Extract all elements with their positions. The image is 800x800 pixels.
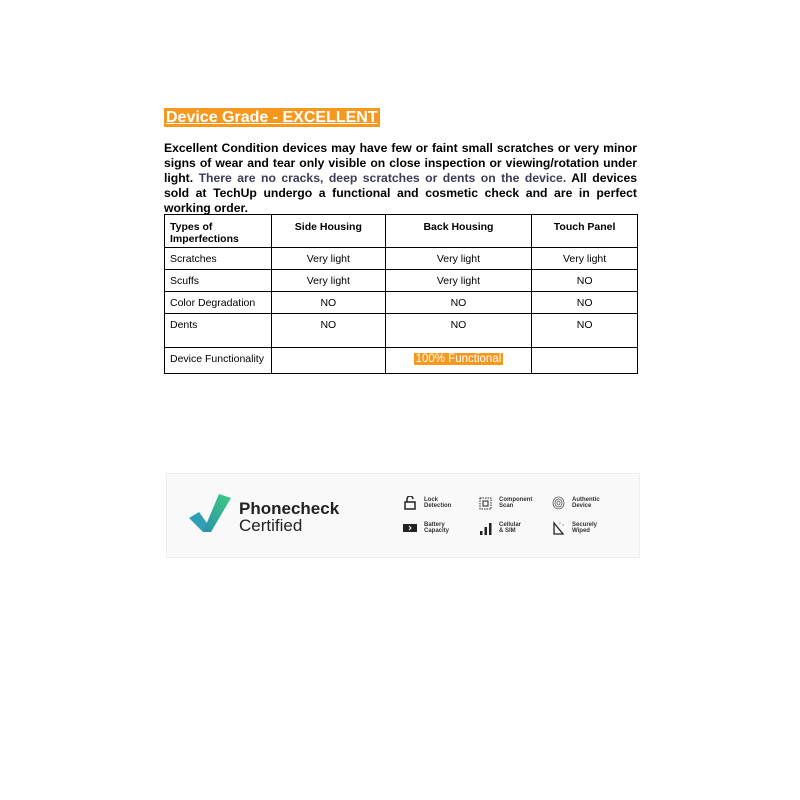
page-title: Device Grade - EXCELLENT (164, 108, 380, 127)
feature-label: Lock (424, 496, 439, 503)
cell: Very light (531, 247, 638, 270)
cell: Color Degradation (164, 291, 272, 314)
cell: Very light (271, 247, 386, 270)
wipe-icon (551, 521, 565, 535)
feature-component: Component Scan (478, 496, 532, 510)
imperfections-table: Types of Imperfections Side Housing Back… (164, 214, 638, 374)
cell: NO (384, 313, 533, 348)
signal-icon (478, 521, 492, 535)
cell: Very light (271, 269, 386, 292)
cell: Device Functionality (164, 347, 272, 374)
cell: Dents (164, 313, 272, 348)
feature-label: Component (499, 496, 533, 503)
cell: Scuffs (164, 269, 272, 292)
fingerprint-icon (551, 496, 565, 510)
cell: NO (271, 313, 386, 348)
phonecheck-banner: Phonecheck Certified Lock Detection Compon… (166, 473, 640, 558)
header-cell: Touch Panel (531, 214, 638, 248)
grade-description: Excellent Condition devices may have few… (164, 141, 637, 216)
brand-name: Phonecheck Certified (239, 500, 339, 534)
cell: NO (271, 291, 386, 314)
feature-label: Battery (424, 521, 445, 528)
table-row: Scuffs Very light Very light NO (164, 269, 638, 292)
brand-line1: Phonecheck (239, 499, 340, 518)
feature-battery: Battery Capacity (403, 521, 449, 535)
cell: NO (531, 291, 638, 314)
feature-label: Wiped (572, 528, 590, 534)
feature-label: Authentic (572, 496, 600, 503)
feature-label: Securely (572, 521, 598, 528)
cell (531, 347, 638, 374)
feature-authentic: Authentic Device (551, 496, 600, 510)
description-part3: All devices sold at TechUp undergo a fun… (164, 171, 637, 215)
phonecheck-logo-icon (189, 494, 231, 532)
feature-wiped: Securely Wiped (551, 521, 597, 535)
cell: NO (384, 291, 533, 314)
chip-icon (478, 496, 492, 510)
table-row: Color Degradation NO NO NO (164, 291, 638, 314)
feature-label: & SIM (499, 528, 516, 534)
cell: NO (531, 269, 638, 292)
functionality-row: Device Functionality 100% Functional (164, 347, 638, 374)
battery-icon (403, 521, 417, 535)
brand-line2: Certified (239, 516, 303, 535)
header-cell: Back Housing (384, 214, 533, 248)
functional-badge: 100% Functional (413, 353, 504, 365)
cell: Scratches (164, 247, 272, 270)
cell: NO (531, 313, 638, 348)
description-part2: There are no cracks, deep scratches or d… (198, 171, 567, 185)
table-row: Dents NO NO NO (164, 313, 638, 348)
feature-label: Cellular (499, 521, 522, 528)
table-header-row: Types of Imperfections Side Housing Back… (164, 214, 638, 248)
cell: Very light (384, 269, 533, 292)
cell: 100% Functional (384, 347, 533, 374)
feature-cellular: Cellular & SIM (478, 521, 521, 535)
feature-label: Device (572, 503, 592, 509)
feature-label: Detection (424, 503, 452, 509)
description-part1: Excellent Condition devices may have few… (164, 141, 637, 185)
feature-label: Capacity (424, 528, 450, 534)
lock-icon (403, 496, 417, 510)
cell (271, 347, 386, 374)
header-cell: Side Housing (271, 214, 386, 248)
table-row: Scratches Very light Very light Very light (164, 247, 638, 270)
header-cell: Types of Imperfections (164, 214, 272, 248)
feature-lock: Lock Detection (403, 496, 451, 510)
feature-label: Scan (499, 503, 514, 509)
cell: Very light (384, 247, 533, 270)
